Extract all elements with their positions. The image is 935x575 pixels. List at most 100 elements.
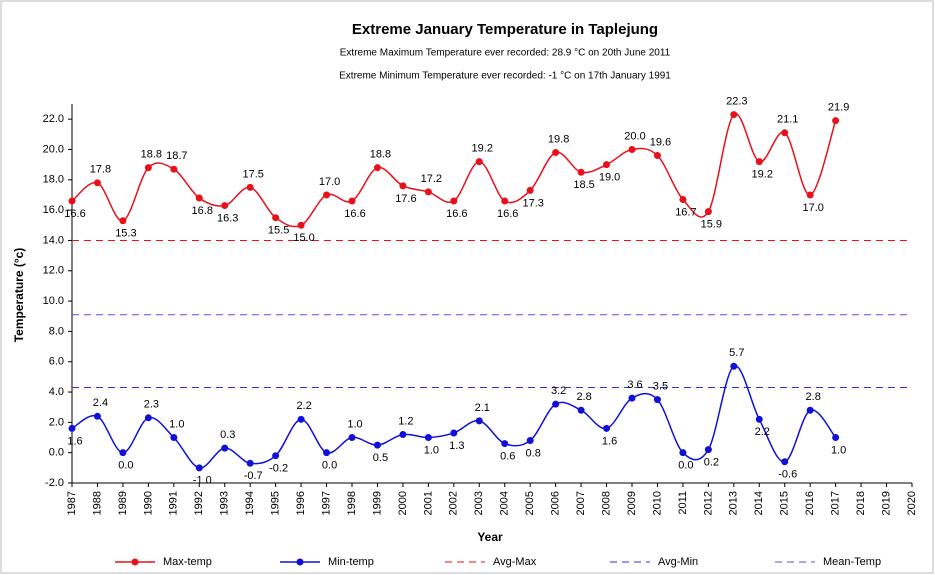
point: [781, 129, 789, 137]
point: [348, 197, 356, 205]
x-tick-label: 2006: [550, 491, 562, 515]
point: [297, 415, 305, 423]
point: [781, 458, 789, 466]
y-tick-label: 10.0: [43, 295, 64, 307]
point: [806, 191, 814, 199]
data-label: 19.8: [548, 133, 569, 145]
point: [450, 197, 458, 205]
data-label: 21.9: [828, 102, 849, 114]
point: [755, 158, 763, 166]
x-tick-label: 2019: [880, 491, 892, 515]
data-label: 0.0: [118, 460, 133, 472]
point: [730, 362, 738, 370]
data-label: 0.8: [526, 447, 541, 459]
point: [653, 152, 661, 160]
point: [450, 429, 458, 437]
data-label: 5.7: [729, 347, 744, 359]
x-tick-label: 1987: [66, 491, 78, 515]
point: [832, 434, 840, 442]
x-tick-label: 2001: [422, 491, 434, 515]
point: [399, 182, 407, 190]
data-label: 15.5: [268, 225, 289, 237]
data-label: 0.3: [220, 429, 235, 441]
y-tick-label: 14.0: [43, 234, 64, 246]
x-axis-label: Year: [477, 530, 503, 544]
x-tick-label: 1989: [117, 491, 129, 515]
data-label: 18.5: [573, 179, 594, 191]
data-label: 3.6: [627, 379, 642, 391]
point: [679, 196, 687, 204]
x-tick-label: 1995: [270, 491, 282, 515]
data-label: 16.7: [675, 206, 696, 218]
legend-marker: [131, 558, 139, 566]
point: [373, 441, 381, 449]
point: [68, 424, 76, 432]
data-label: 3.2: [551, 385, 566, 397]
y-tick-label: 20.0: [43, 143, 64, 155]
x-tick-label: 1990: [142, 491, 154, 515]
point: [577, 406, 585, 414]
data-label: 18.8: [370, 149, 391, 161]
data-label: 0.5: [373, 452, 388, 464]
data-label: 2.8: [576, 391, 591, 403]
legend-label: Min-temp: [328, 556, 374, 568]
x-tick-label: 2009: [626, 491, 638, 515]
y-tick-label: 22.0: [43, 113, 64, 125]
point: [628, 145, 636, 153]
data-label: 21.1: [777, 114, 798, 126]
data-label: 0.0: [678, 460, 693, 472]
data-label: 1.3: [449, 440, 464, 452]
data-label: 15.9: [701, 219, 722, 231]
point: [170, 434, 178, 442]
point: [832, 117, 840, 125]
x-tick-label: 2020: [906, 491, 918, 515]
y-tick-label: 0.0: [49, 447, 64, 459]
data-label: 18.8: [141, 149, 162, 161]
x-tick-label: 2008: [600, 491, 612, 515]
y-tick-label: 4.0: [49, 386, 64, 398]
x-tick-label: 2003: [473, 491, 485, 515]
data-label: 17.5: [242, 168, 263, 180]
point: [399, 430, 407, 438]
point: [195, 464, 203, 472]
x-tick-label: 2012: [702, 491, 714, 515]
point: [552, 400, 560, 408]
point: [603, 424, 611, 432]
x-tick-label: 1993: [219, 491, 231, 515]
point: [323, 191, 331, 199]
data-label: 18.7: [166, 150, 187, 162]
x-tick-label: 2000: [397, 491, 409, 515]
data-label: 16.6: [497, 208, 518, 220]
point: [704, 208, 712, 216]
x-tick-label: 1996: [295, 491, 307, 515]
x-tick-label: 2017: [830, 491, 842, 515]
x-tick-label: 2015: [779, 491, 791, 515]
point: [170, 165, 178, 173]
data-label: 16.6: [344, 208, 365, 220]
point: [68, 197, 76, 205]
point: [603, 161, 611, 169]
y-tick-label: 6.0: [49, 356, 64, 368]
x-tick-label: 1988: [91, 491, 103, 515]
x-tick-label: 1991: [168, 491, 180, 515]
point: [475, 417, 483, 425]
x-tick-label: 2002: [448, 491, 460, 515]
y-tick-label: 8.0: [49, 325, 64, 337]
data-label: 0.0: [322, 460, 337, 472]
point: [501, 197, 509, 205]
point: [297, 221, 305, 229]
data-label: 1.0: [347, 418, 362, 430]
x-tick-label: 1992: [193, 491, 205, 515]
x-tick-label: 1997: [320, 491, 332, 515]
y-tick-label: 18.0: [43, 174, 64, 186]
y-tick-label: 2.0: [49, 416, 64, 428]
data-label: 0.6: [500, 450, 515, 462]
data-label: -0.6: [778, 469, 797, 481]
chart-title: Extreme January Temperature in Taplejung: [352, 21, 658, 38]
data-label: 17.6: [395, 193, 416, 205]
data-label: 2.2: [755, 426, 770, 438]
point: [272, 452, 280, 460]
y-tick-label: 16.0: [43, 204, 64, 216]
point: [501, 440, 509, 448]
